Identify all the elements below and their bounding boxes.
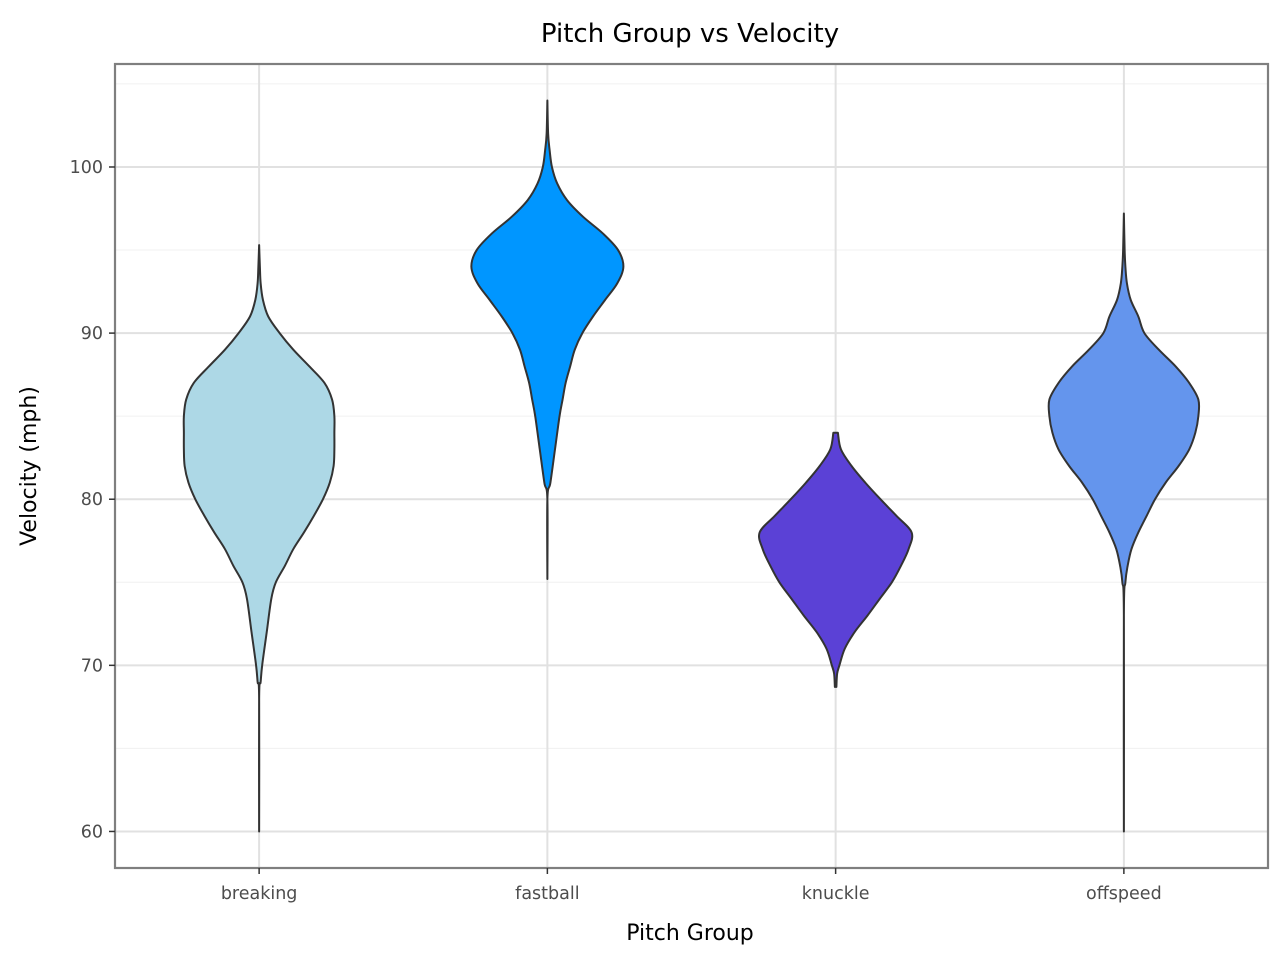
violin-breaking: [182, 244, 336, 833]
y-tick-label: 80: [81, 490, 103, 510]
y-tick-label: 70: [81, 656, 103, 676]
axis-ticks: 60 70 80 90 100 breaking fastball knuckle offspe…: [70, 158, 1162, 904]
violin-offspeed: [1047, 212, 1201, 833]
y-tick-label: 90: [81, 324, 103, 344]
plot-panel-border: [113, 62, 1270, 870]
x-tick-label-fastball: fastball: [515, 884, 579, 904]
violins: [182, 99, 1201, 833]
x-tick-label-offspeed: offspeed: [1086, 884, 1162, 904]
violin-fastball: [470, 99, 625, 580]
x-tick-label-breaking: breaking: [221, 884, 298, 904]
x-axis-title: Pitch Group: [626, 921, 754, 946]
violin-knuckle: [757, 431, 914, 688]
y-axis-title: Velocity (mph): [17, 386, 42, 546]
x-tick-label-knuckle: knuckle: [802, 884, 870, 904]
y-tick-label: 100: [70, 158, 103, 178]
chart-title: Pitch Group vs Velocity: [541, 19, 839, 49]
y-tick-label: 60: [81, 822, 103, 842]
